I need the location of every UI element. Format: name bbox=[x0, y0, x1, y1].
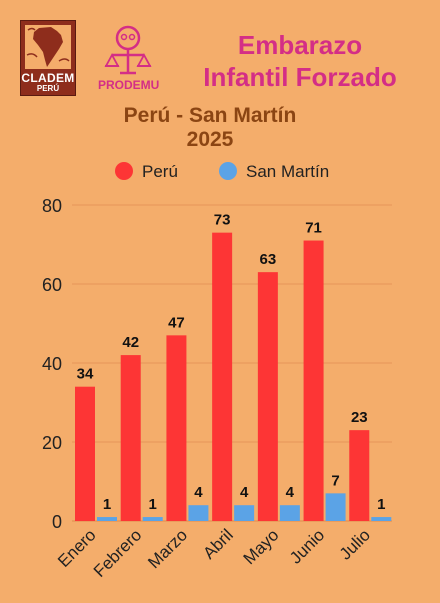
chart-subtitle: 2025 bbox=[186, 128, 234, 151]
data-label: 47 bbox=[168, 314, 185, 331]
bar bbox=[279, 505, 300, 521]
bar bbox=[257, 272, 278, 521]
bar bbox=[188, 505, 209, 521]
data-label: 23 bbox=[351, 409, 368, 426]
data-label: 63 bbox=[260, 251, 277, 268]
y-tick-label: 80 bbox=[42, 196, 62, 216]
data-label: 71 bbox=[305, 220, 322, 237]
data-label: 7 bbox=[331, 472, 339, 489]
x-tick-label: Junio bbox=[286, 525, 328, 567]
x-tick-label: Julio bbox=[336, 525, 374, 563]
legend-marker bbox=[115, 162, 133, 180]
main-title-line2: Infantil Forzado bbox=[203, 62, 397, 92]
justice-scale-icon bbox=[104, 25, 152, 75]
x-tick-label: Febrero bbox=[90, 525, 146, 581]
bar bbox=[142, 517, 163, 521]
x-tick-label: Marzo bbox=[144, 525, 191, 572]
x-tick-label: Abril bbox=[199, 525, 236, 562]
cladem-logo: CLADEM PERÚ bbox=[20, 20, 76, 96]
data-label: 34 bbox=[77, 366, 94, 383]
x-tick-label: Mayo bbox=[240, 525, 283, 568]
data-label: 1 bbox=[149, 496, 157, 513]
legend-label: San Martín bbox=[246, 162, 329, 181]
bar bbox=[166, 335, 187, 521]
bar bbox=[325, 493, 346, 521]
y-tick-label: 20 bbox=[42, 433, 62, 453]
bar bbox=[371, 517, 392, 521]
cladem-logo-text: CLADEM bbox=[21, 71, 75, 85]
main-title-line1: Embarazo bbox=[237, 30, 363, 60]
data-label: 4 bbox=[286, 484, 295, 501]
bar bbox=[75, 386, 95, 521]
y-tick-label: 0 bbox=[52, 512, 62, 532]
chart-title: Perú - San Martín bbox=[123, 104, 297, 127]
bar bbox=[234, 505, 255, 521]
y-tick-label: 60 bbox=[42, 275, 62, 295]
bar bbox=[120, 355, 141, 521]
legend-marker bbox=[219, 162, 237, 180]
prodemu-logo-text: PRODEMU bbox=[98, 78, 160, 92]
prodemu-logo: PRODEMU bbox=[98, 24, 160, 96]
data-label: 4 bbox=[240, 484, 249, 501]
data-label: 42 bbox=[122, 334, 139, 351]
y-tick-label: 40 bbox=[42, 354, 62, 374]
cladem-map-icon bbox=[25, 25, 71, 69]
bar bbox=[97, 517, 117, 521]
bar bbox=[212, 232, 233, 521]
cladem-logo-subtext: PERÚ bbox=[36, 84, 60, 93]
data-label: 1 bbox=[103, 496, 111, 513]
bar bbox=[303, 240, 324, 522]
data-label: 73 bbox=[214, 212, 231, 229]
legend-label: Perú bbox=[142, 162, 178, 181]
bar bbox=[349, 430, 370, 521]
data-label: 4 bbox=[194, 484, 203, 501]
data-label: 1 bbox=[377, 496, 385, 513]
